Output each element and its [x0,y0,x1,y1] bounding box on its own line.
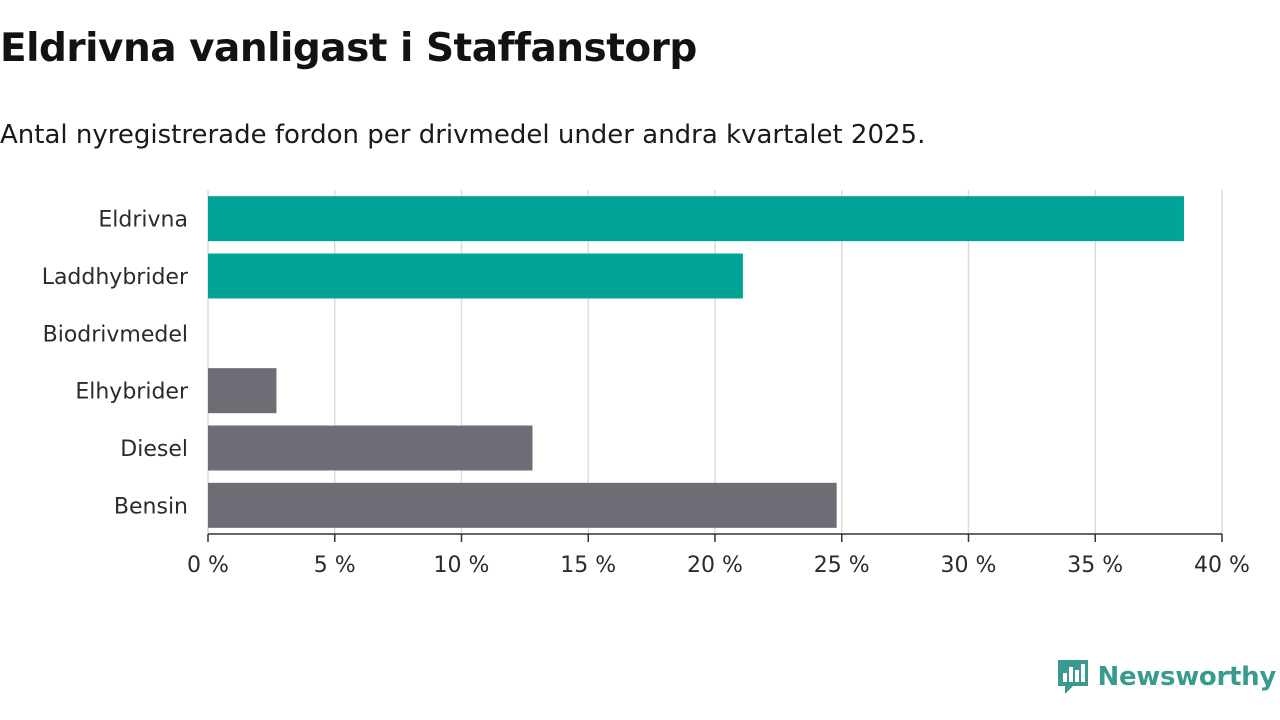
newsworthy-chart-icon [1057,660,1088,694]
grid-lines [207,190,1223,534]
chart-title: Eldrivna vanligast i Staffanstorp [0,26,697,71]
x-tick-label: 10 % [434,553,490,578]
bar-diesel [208,425,533,471]
x-tick-label: 0 % [187,553,229,578]
chart-subtitle: Antal nyregistrerade fordon per drivmede… [0,120,926,150]
x-tick-label: 15 % [560,553,616,578]
x-tick-label: 20 % [687,553,743,578]
category-labels: Eldrivna Laddhybrider Biodrivmedel Elhybrid… [42,208,189,520]
x-tick-label: 25 % [814,553,870,578]
bar-eldrivna [208,196,1184,242]
bar-chart: Eldrivna Laddhybrider Biodrivmedel Elhybrid… [42,190,1250,578]
category-label: Elhybrider [75,380,189,405]
x-tick-label: 5 % [314,553,356,578]
bar-bensin [208,482,837,528]
bar-elhybrider [208,368,277,414]
x-axis: 0 % 5 % 10 % 15 % 20 % 25 % 30 % 35 % 40 % [187,533,1250,578]
category-label: Laddhybrider [42,265,189,290]
x-tick-label: 35 % [1067,553,1123,578]
bar-laddhybrider [208,253,743,299]
category-label: Eldrivna [98,208,188,233]
brand-logo: Newsworthy [1056,658,1276,696]
x-tick-label: 30 % [941,553,997,578]
x-tick-label: 40 % [1194,553,1250,578]
brand-name: Newsworthy [1097,662,1277,692]
bars [208,196,1184,528]
category-label: Bensin [114,494,188,519]
category-label: Biodrivmedel [43,322,188,347]
category-label: Diesel [120,437,188,462]
